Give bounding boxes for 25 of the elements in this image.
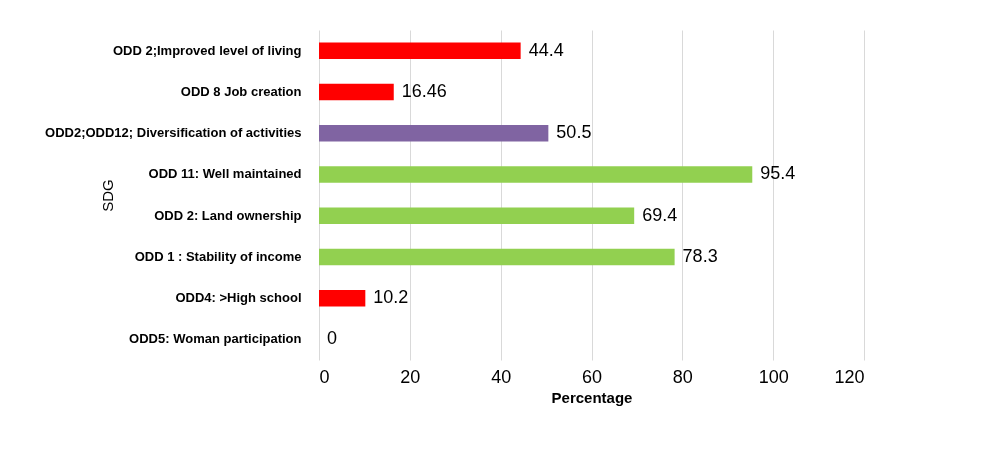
y-tick-label: ODD 8 Job creation xyxy=(180,83,302,99)
x-tick-label: 20 xyxy=(400,366,421,387)
y-tick-label: ODD 1 : Stability of income xyxy=(134,248,302,264)
y-tick-label: ODD 11: Well maintained xyxy=(148,166,302,182)
x-tick-label: 40 xyxy=(491,366,512,387)
data-label: 16.46 xyxy=(401,80,447,101)
data-label: 50.5 xyxy=(556,122,592,143)
x-tick-label: 60 xyxy=(581,366,603,387)
x-tick-label: 100 xyxy=(758,366,789,387)
data-label: 10.2 xyxy=(373,287,409,308)
y-tick-label: ODD2;ODD12; Diversification of activities xyxy=(45,125,302,141)
y-tick-label: ODD5: Woman participation xyxy=(129,331,302,347)
x-tick-label: 80 xyxy=(672,366,693,387)
x-tick-label: 120 xyxy=(834,366,865,387)
data-label: 44.4 xyxy=(528,39,564,60)
y-axis-title: SDG xyxy=(98,179,116,212)
data-label: 95.4 xyxy=(760,163,796,184)
y-tick-label: ODD 2: Land ownership xyxy=(154,207,302,223)
y-tick-label: ODD4: >High school xyxy=(175,290,302,306)
data-label: 0 xyxy=(327,328,338,349)
x-tick-label: 0 xyxy=(319,366,330,387)
x-axis-title: Percentage xyxy=(551,388,633,406)
data-label: 78.3 xyxy=(682,245,718,266)
data-label: 69.4 xyxy=(642,204,678,225)
y-tick-label: ODD 2;Improved level of living xyxy=(112,42,302,58)
